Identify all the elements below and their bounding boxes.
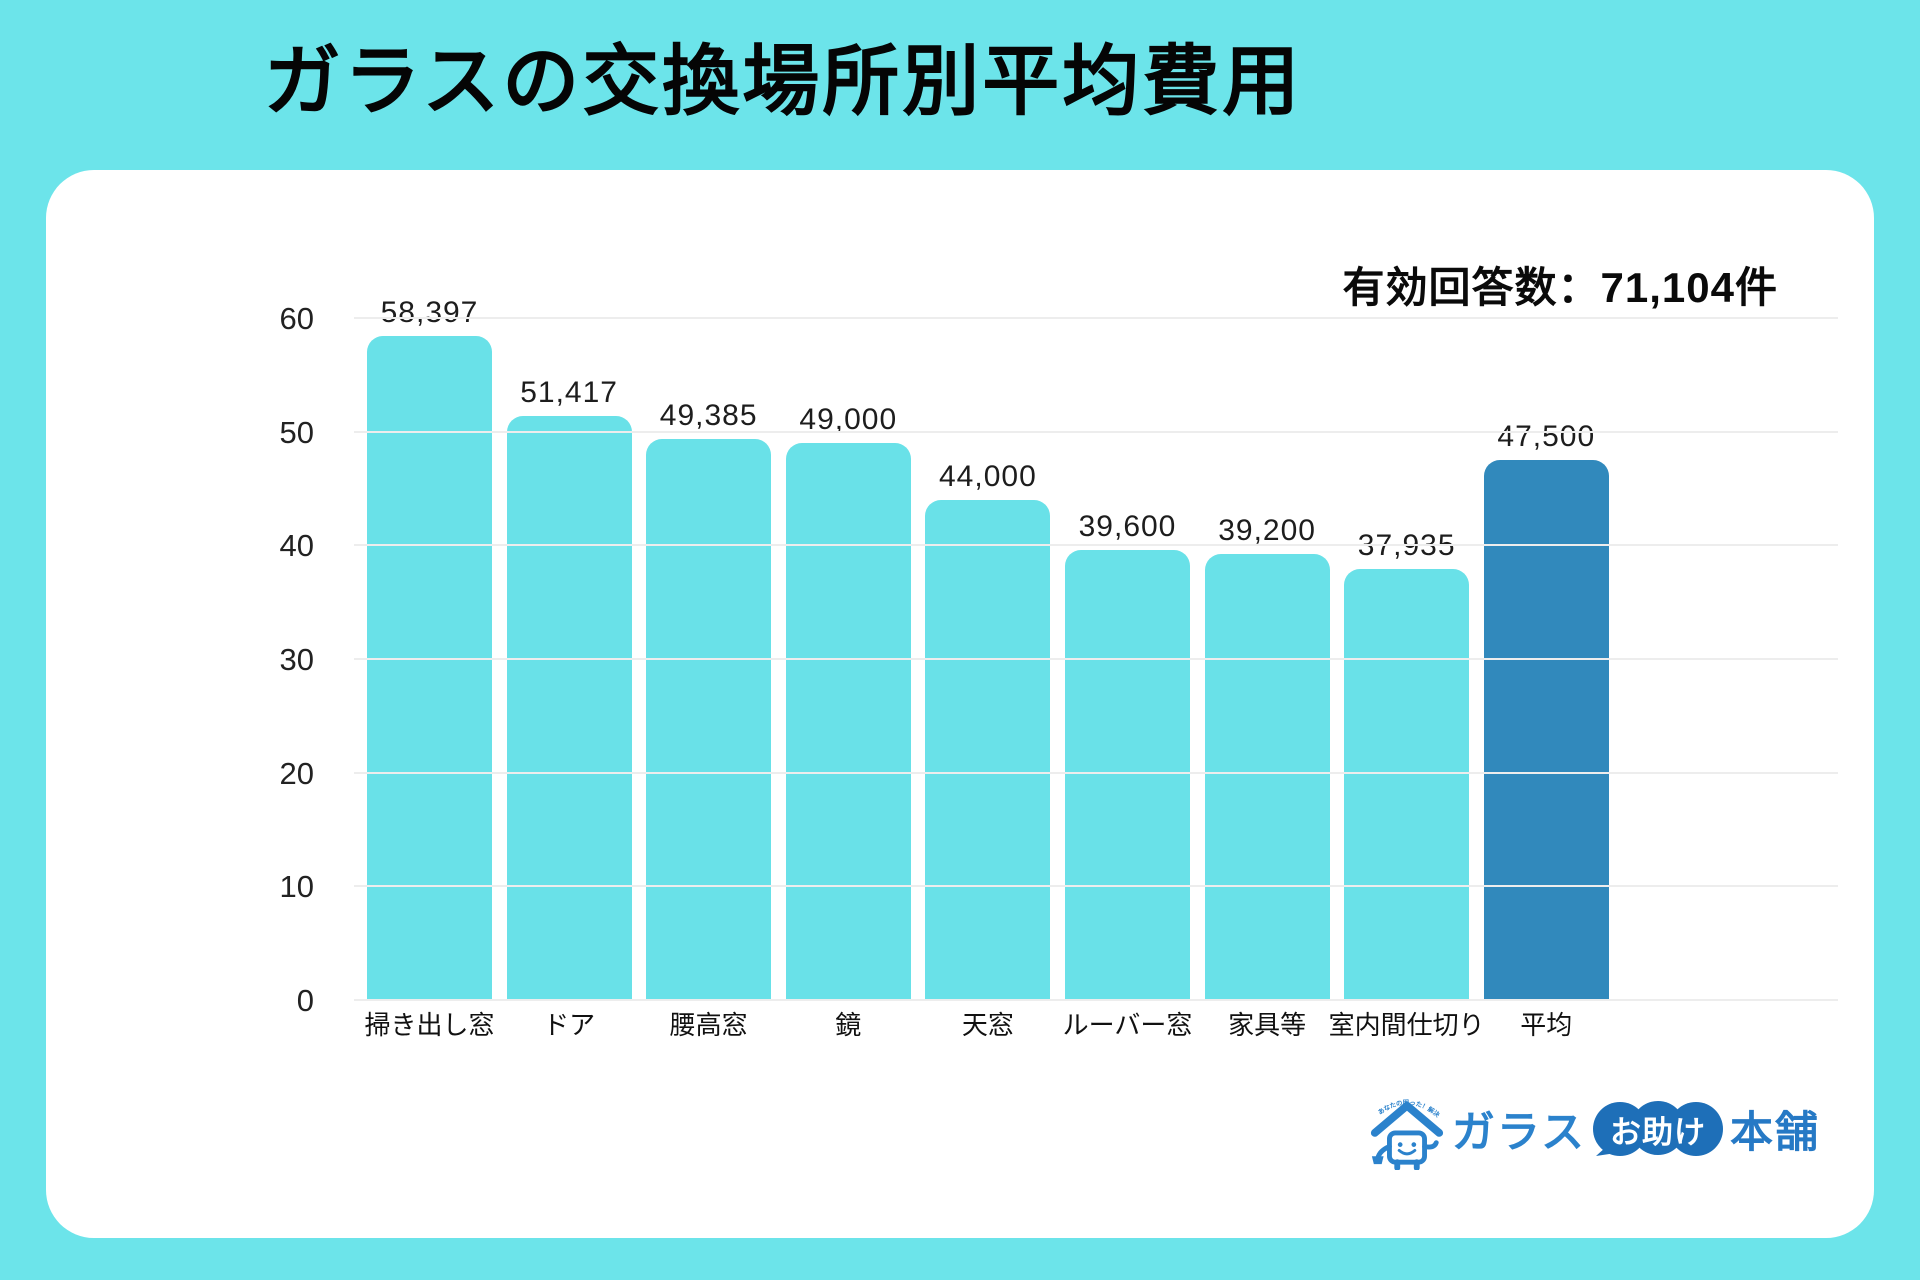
gridline-20 <box>354 771 1838 774</box>
chart-bar <box>367 336 492 1000</box>
bar-value-label: 44,000 <box>939 459 1037 493</box>
bar-category-label: ルーバー窓 <box>1062 1010 1193 1040</box>
content-card: 有効回答数：71,104件 平均 47,500 室内間仕切り 37,935 家具等 39,… <box>46 170 1874 1238</box>
y-axis-tick-label: 60 <box>279 301 314 336</box>
chart-bar <box>1065 549 1190 1000</box>
chart-bar <box>506 415 632 1000</box>
y-axis-tick-label: 40 <box>279 528 314 564</box>
survey-response-count: 有効回答数：71,104件 <box>1342 264 1778 311</box>
bar-category-label: 天窓 <box>961 1010 1014 1040</box>
bar-value-label: 49,385 <box>659 398 758 432</box>
chart-bar <box>646 438 772 1000</box>
y-axis-tick-label: 0 <box>296 983 314 1018</box>
bar-value-label: 58,397 <box>380 296 479 330</box>
y-axis-tick-label: 10 <box>279 869 314 905</box>
bar-value-label: 51,417 <box>520 375 618 409</box>
bar-value-label: 47,500 <box>1497 420 1596 454</box>
bar-category-label: ドア <box>543 1010 596 1040</box>
bar-category-label: 平均 <box>1520 1010 1573 1040</box>
gridline-10 <box>354 885 1838 888</box>
bar-category-label: 掃き出し窓 <box>364 1010 495 1040</box>
logo-text-otasuke: お助け <box>1610 1114 1706 1150</box>
page-title: ガラスの交換場所別平均費用 <box>263 39 1303 125</box>
chart-bar <box>1344 568 1470 1000</box>
chart-bar <box>1204 554 1330 1000</box>
bar-category-label: 鏡 <box>835 1010 862 1040</box>
house-mascot-icon: あなたの困った！解決します <box>1368 1088 1443 1170</box>
logo-text-honpo: 本舗 <box>1730 1109 1820 1157</box>
chart-bar <box>785 443 911 1000</box>
bar-value-label: 49,000 <box>799 403 898 437</box>
y-axis-tick-label: 50 <box>279 414 314 450</box>
brand-logo: あなたの困った！解決します ガラス お助け 本舗 <box>1368 1086 1820 1172</box>
logo-text-garasu: ガラス <box>1451 1109 1586 1157</box>
speech-bubble-icon: お助け <box>1592 1101 1724 1157</box>
bar-category-label: 腰高窓 <box>669 1010 748 1040</box>
y-axis-tick-label: 30 <box>279 642 314 677</box>
gridline-60 <box>354 317 1838 319</box>
y-axis-tick-label: 20 <box>279 755 314 791</box>
bar-category-label: 室内間仕切り <box>1328 1010 1485 1040</box>
bar-value-label: 39,600 <box>1078 509 1177 543</box>
gridline-50 <box>354 430 1838 433</box>
gridline-0 <box>354 999 1838 1001</box>
chart-bar <box>925 499 1051 1000</box>
bar-category-label: 家具等 <box>1228 1010 1307 1040</box>
bar-value-label: 39,200 <box>1218 514 1316 548</box>
gridline-40 <box>354 544 1838 547</box>
gridline-30 <box>354 658 1838 660</box>
chart-bar <box>1483 460 1609 1000</box>
